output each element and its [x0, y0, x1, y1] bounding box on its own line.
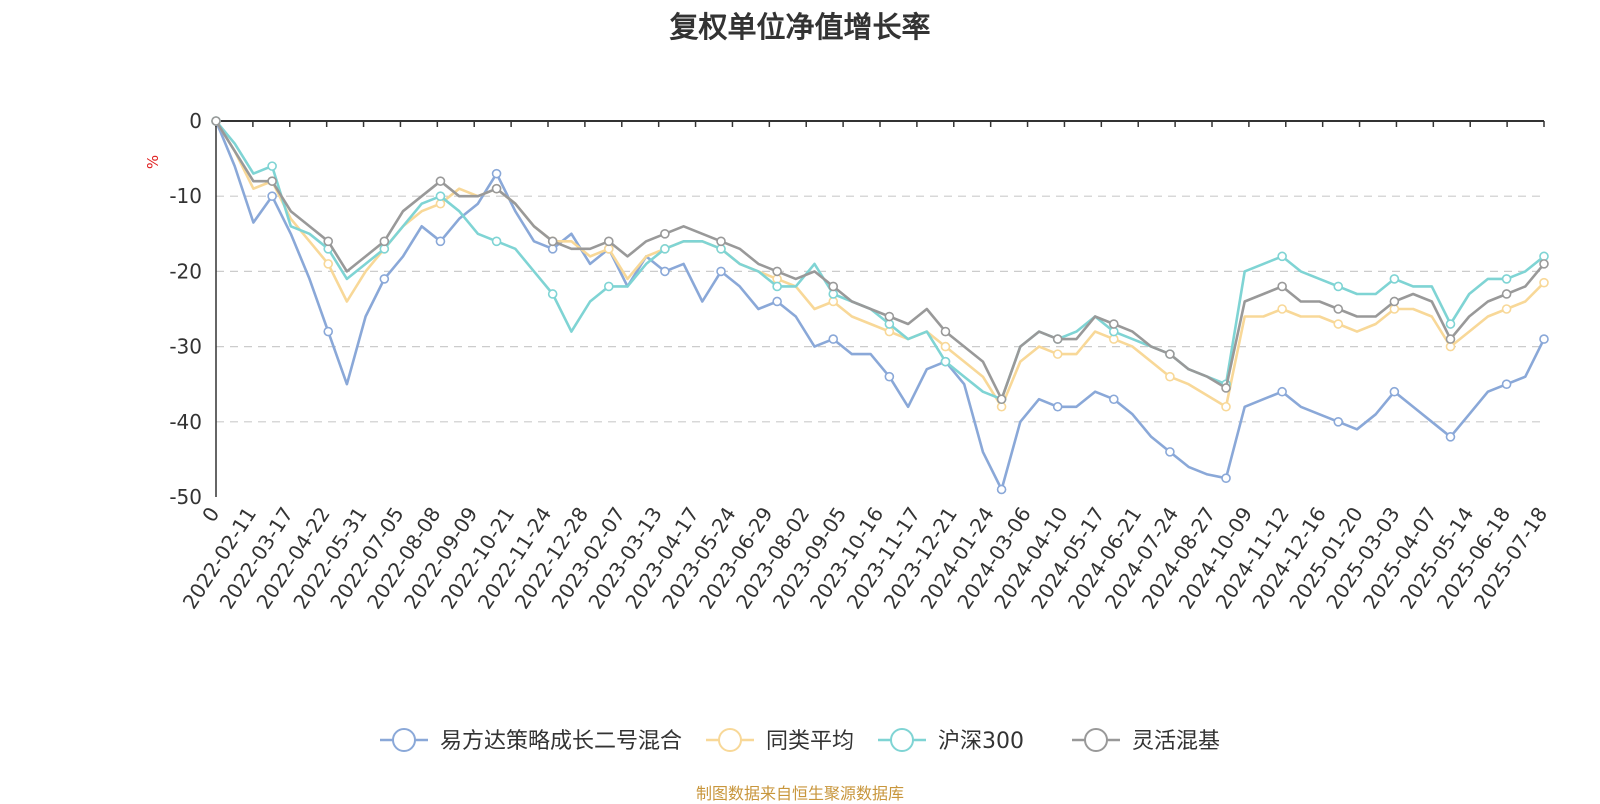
data-point — [491, 183, 502, 194]
data-point — [940, 356, 951, 367]
data-point — [435, 236, 446, 247]
data-point — [603, 281, 614, 292]
series-lines — [211, 116, 1549, 495]
data-point — [1221, 383, 1231, 393]
data-point — [1333, 416, 1344, 427]
data-point — [491, 236, 502, 247]
series-line-3 — [214, 120, 1545, 401]
data-point — [1052, 349, 1063, 359]
data-point — [1501, 379, 1512, 390]
legend-item-3[interactable]: 灵活混基 — [1072, 728, 1220, 754]
data-point — [267, 191, 277, 201]
legend-marker — [890, 728, 914, 752]
y-tick-label: -20 — [169, 259, 202, 283]
series-line-0 — [214, 120, 1546, 491]
data-point — [1539, 277, 1549, 288]
y-tick-label: -10 — [169, 184, 202, 208]
data-point — [211, 116, 221, 126]
data-point — [267, 176, 277, 186]
data-point — [1501, 274, 1512, 284]
legend-label: 同类平均 — [766, 729, 854, 754]
data-point — [1333, 319, 1344, 329]
data-point — [828, 334, 839, 344]
legend-marker — [392, 728, 416, 752]
data-point — [716, 236, 726, 247]
data-point — [1389, 296, 1400, 307]
data-point — [547, 236, 558, 247]
legend-label: 沪深300 — [938, 729, 1024, 754]
data-point — [996, 394, 1007, 405]
data-point — [1333, 281, 1344, 292]
data-point — [884, 311, 895, 322]
data-point — [660, 266, 670, 277]
data-point — [772, 296, 782, 307]
y-tick-label: -30 — [169, 335, 202, 359]
data-point — [1277, 281, 1287, 292]
chart-title: 复权单位净值增长率 — [669, 10, 931, 44]
series-line-2 — [214, 120, 1545, 401]
data-point — [323, 236, 334, 247]
data-point — [772, 281, 782, 292]
axes: 0-10-20-30-40-50%02022-02-112022-03-1720… — [144, 109, 1552, 613]
legend-item-2[interactable]: 沪深300 — [878, 728, 1024, 754]
data-point — [379, 274, 390, 284]
y-tick-label: 0 — [189, 109, 202, 133]
data-point — [1539, 334, 1549, 344]
legend-label: 灵活混基 — [1132, 729, 1220, 754]
data-point — [996, 484, 1007, 495]
data-point — [1277, 304, 1287, 314]
legend-item-1[interactable]: 同类平均 — [706, 728, 854, 754]
data-point — [1109, 319, 1119, 329]
data-point — [547, 289, 558, 299]
data-point — [435, 176, 446, 186]
data-point — [435, 191, 446, 201]
x-tick-label: 0 — [197, 503, 224, 527]
y-axis-unit: % — [144, 155, 162, 169]
legend-item-0[interactable]: 易方达策略成长二号混合 — [380, 728, 682, 754]
data-point — [267, 161, 277, 171]
data-point — [323, 259, 334, 269]
legend-marker — [718, 728, 742, 752]
data-point — [884, 371, 895, 382]
data-point — [1501, 304, 1512, 314]
data-point — [1052, 401, 1063, 412]
data-point — [772, 266, 782, 277]
data-point — [1165, 371, 1175, 382]
data-point — [1109, 394, 1119, 405]
legend-marker — [1084, 728, 1108, 752]
data-point — [603, 236, 614, 247]
data-point — [1221, 401, 1231, 412]
data-point — [1277, 386, 1287, 397]
y-tick-label: -40 — [169, 410, 202, 434]
legend[interactable]: 易方达策略成长二号混合 同类平均 沪深300 灵活混基 — [380, 728, 1220, 754]
data-point — [491, 168, 502, 179]
data-point — [1445, 432, 1456, 442]
data-point — [1165, 349, 1175, 359]
data-point — [1539, 259, 1549, 269]
gridlines — [216, 195, 1544, 423]
data-point — [1052, 334, 1063, 344]
data-point — [940, 326, 951, 337]
data-point — [716, 266, 726, 277]
data-point — [940, 341, 951, 352]
data-point — [1445, 334, 1456, 344]
data-point — [1389, 274, 1400, 284]
source-note: 制图数据来自恒生聚源数据库 — [695, 784, 904, 803]
y-tick-label: -50 — [169, 485, 202, 509]
data-point — [1165, 447, 1175, 457]
data-point — [323, 326, 334, 337]
data-point — [1389, 386, 1400, 397]
data-point — [660, 244, 670, 254]
data-point — [1277, 251, 1287, 262]
data-point — [828, 281, 839, 292]
data-point — [1221, 473, 1231, 484]
data-point — [660, 229, 670, 239]
data-point — [379, 236, 390, 247]
data-point — [1501, 289, 1512, 299]
data-point — [1333, 304, 1344, 314]
legend-label: 易方达策略成长二号混合 — [440, 729, 682, 754]
data-point — [1445, 319, 1456, 329]
